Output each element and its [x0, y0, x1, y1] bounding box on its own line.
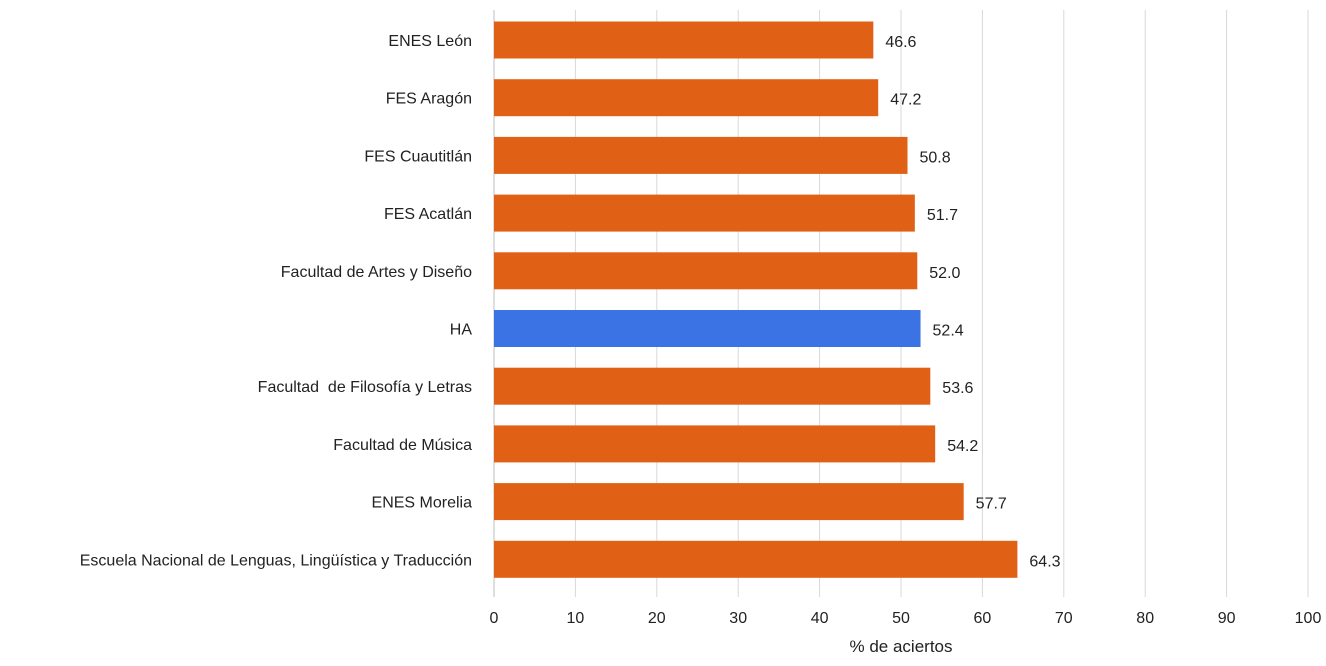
category-label: ENES Morelia — [372, 495, 473, 512]
category-label: ENES León — [388, 33, 472, 50]
category-labels: ENES León FES Aragón FES Cuautitlán FES Aca… — [80, 33, 473, 569]
x-tick-label: 90 — [1218, 610, 1236, 627]
bar-value-label: 53.6 — [942, 380, 973, 397]
category-label: HA — [450, 322, 473, 339]
x-tick-label: 70 — [1055, 610, 1073, 627]
bar — [494, 540, 1018, 578]
x-tick-label: 30 — [729, 610, 747, 627]
x-tick-label: 80 — [1136, 610, 1154, 627]
x-axis-title: % de aciertos — [850, 637, 953, 656]
x-tick-label: 100 — [1295, 610, 1322, 627]
x-tick-label: 60 — [974, 610, 992, 627]
category-label: FES Acatlán — [384, 206, 472, 223]
bar-value-label: 64.3 — [1029, 553, 1060, 570]
bar — [494, 367, 931, 405]
x-tick-label: 50 — [892, 610, 910, 627]
bar-value-label: 52.4 — [933, 323, 964, 340]
data-labels: 46.6 47.2 50.8 51.7 52.0 52.4 53.6 54.2 57.7 64.3 — [885, 34, 1060, 570]
bar — [494, 310, 921, 347]
bar — [494, 136, 908, 174]
bar-value-label: 47.2 — [890, 92, 921, 109]
x-tick-label: 10 — [567, 610, 585, 627]
bar — [494, 21, 874, 59]
bar-value-label: 50.8 — [920, 149, 951, 166]
bar-value-label: 57.7 — [976, 496, 1007, 513]
category-label: FES Aragón — [386, 91, 472, 108]
bar-value-label: 51.7 — [927, 207, 958, 224]
category-label: Escuela Nacional de Lenguas, Lingüística… — [80, 552, 472, 569]
bar — [494, 194, 915, 232]
bars — [494, 21, 1018, 578]
bar-value-label: 46.6 — [885, 34, 916, 51]
x-tick-label: 0 — [490, 610, 499, 627]
category-label: FES Cuautitlán — [364, 148, 472, 165]
bar — [494, 79, 879, 117]
x-tick-label: 20 — [648, 610, 666, 627]
category-label: Facultad de Música — [333, 437, 472, 454]
category-label: Facultad de Artes y Diseño — [281, 264, 472, 281]
bar-value-label: 52.0 — [929, 265, 960, 282]
x-tick-labels: 0 10 20 30 40 50 60 70 80 90 100 — [490, 610, 1322, 627]
bar — [494, 425, 936, 463]
bar — [494, 252, 918, 290]
bar-value-label: 54.2 — [947, 438, 978, 455]
x-tick-label: 40 — [811, 610, 829, 627]
category-label: Facultad de Filosofía y Letras — [258, 379, 472, 396]
bar — [494, 483, 964, 521]
